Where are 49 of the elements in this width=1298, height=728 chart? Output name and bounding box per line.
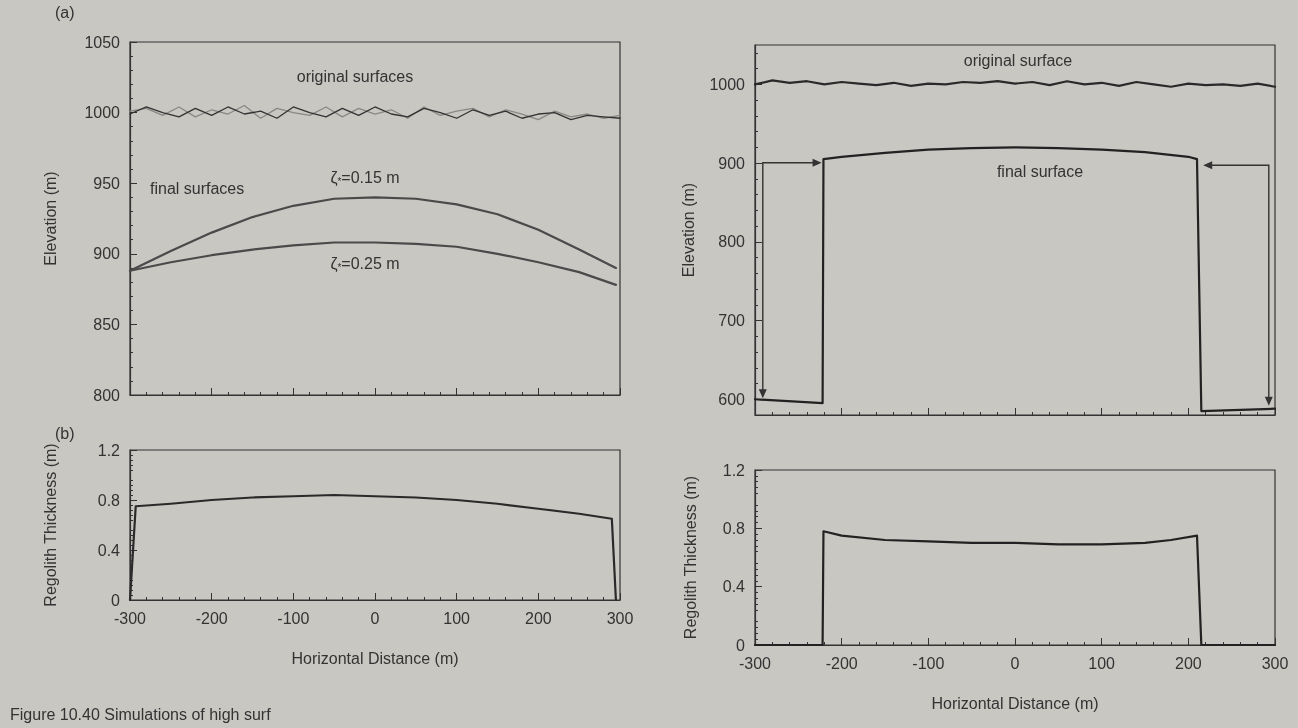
y-axis-title: Elevation (m)	[680, 182, 698, 278]
x-axis-title: Horizontal Distance (m)	[291, 649, 459, 667]
y-tick-label: 900	[93, 245, 121, 263]
x-tick-label: -100	[277, 609, 310, 627]
annotation: ζ*=0.25 m	[330, 254, 400, 273]
text: (b)	[55, 424, 75, 442]
y-axis-title: Regolith Thickness (m)	[681, 475, 699, 640]
x-tick-label: 100	[443, 609, 471, 627]
y-tick-label: 0.4	[722, 578, 746, 596]
x-tick-label: -200	[825, 654, 858, 672]
x-tick-label: 0	[370, 609, 380, 627]
y-tick-label: 800	[718, 233, 746, 251]
y-axis-title: Regolith Thickness (m)	[41, 443, 59, 607]
x-tick-label: -100	[912, 654, 945, 672]
x-axis-title: Horizontal Distance (m)	[931, 694, 1099, 712]
x-tick-label: 0	[1010, 654, 1020, 672]
x-tick-label: -300	[738, 654, 772, 672]
y-tick-label: 1.2	[97, 441, 121, 459]
y-tick-label: 1.2	[722, 461, 746, 479]
x-tick-label: -200	[195, 609, 228, 627]
y-tick-label: 850	[93, 315, 121, 333]
caption: Figure 10.40 Simulations of high surf	[10, 705, 272, 723]
y-tick-label: 1050	[84, 33, 121, 51]
y-tick-label: 600	[718, 390, 746, 408]
line-series	[753, 146, 1277, 413]
y-tick-label: 1000	[84, 104, 121, 122]
text: (a)	[55, 3, 75, 21]
y-tick-label: 800	[93, 386, 121, 404]
y-tick-label: 0	[111, 591, 121, 609]
y-tick-label: 0.4	[97, 541, 121, 559]
annotation: final surface	[996, 162, 1084, 180]
y-axis-title: Elevation (m)	[41, 171, 59, 266]
annotation: final surfaces	[150, 179, 245, 197]
annotation: original surface	[963, 51, 1073, 69]
y-tick-label: 0.8	[722, 519, 746, 537]
y-tick-label: 700	[718, 312, 746, 330]
x-tick-label: 100	[1088, 654, 1116, 672]
y-tick-label: 0.8	[97, 491, 121, 509]
annotation: original surfaces	[296, 67, 414, 85]
y-tick-label: 0	[736, 636, 746, 654]
x-tick-label: 300	[606, 609, 634, 627]
annotation: ζ*=0.15 m	[330, 168, 400, 187]
x-tick-label: 200	[524, 609, 552, 627]
y-tick-label: 950	[93, 174, 121, 192]
x-tick-label: -300	[113, 609, 147, 627]
x-tick-label: 300	[1261, 654, 1289, 672]
x-tick-label: 200	[1174, 654, 1202, 672]
y-tick-label: 900	[718, 154, 746, 172]
y-tick-label: 1000	[709, 75, 746, 93]
